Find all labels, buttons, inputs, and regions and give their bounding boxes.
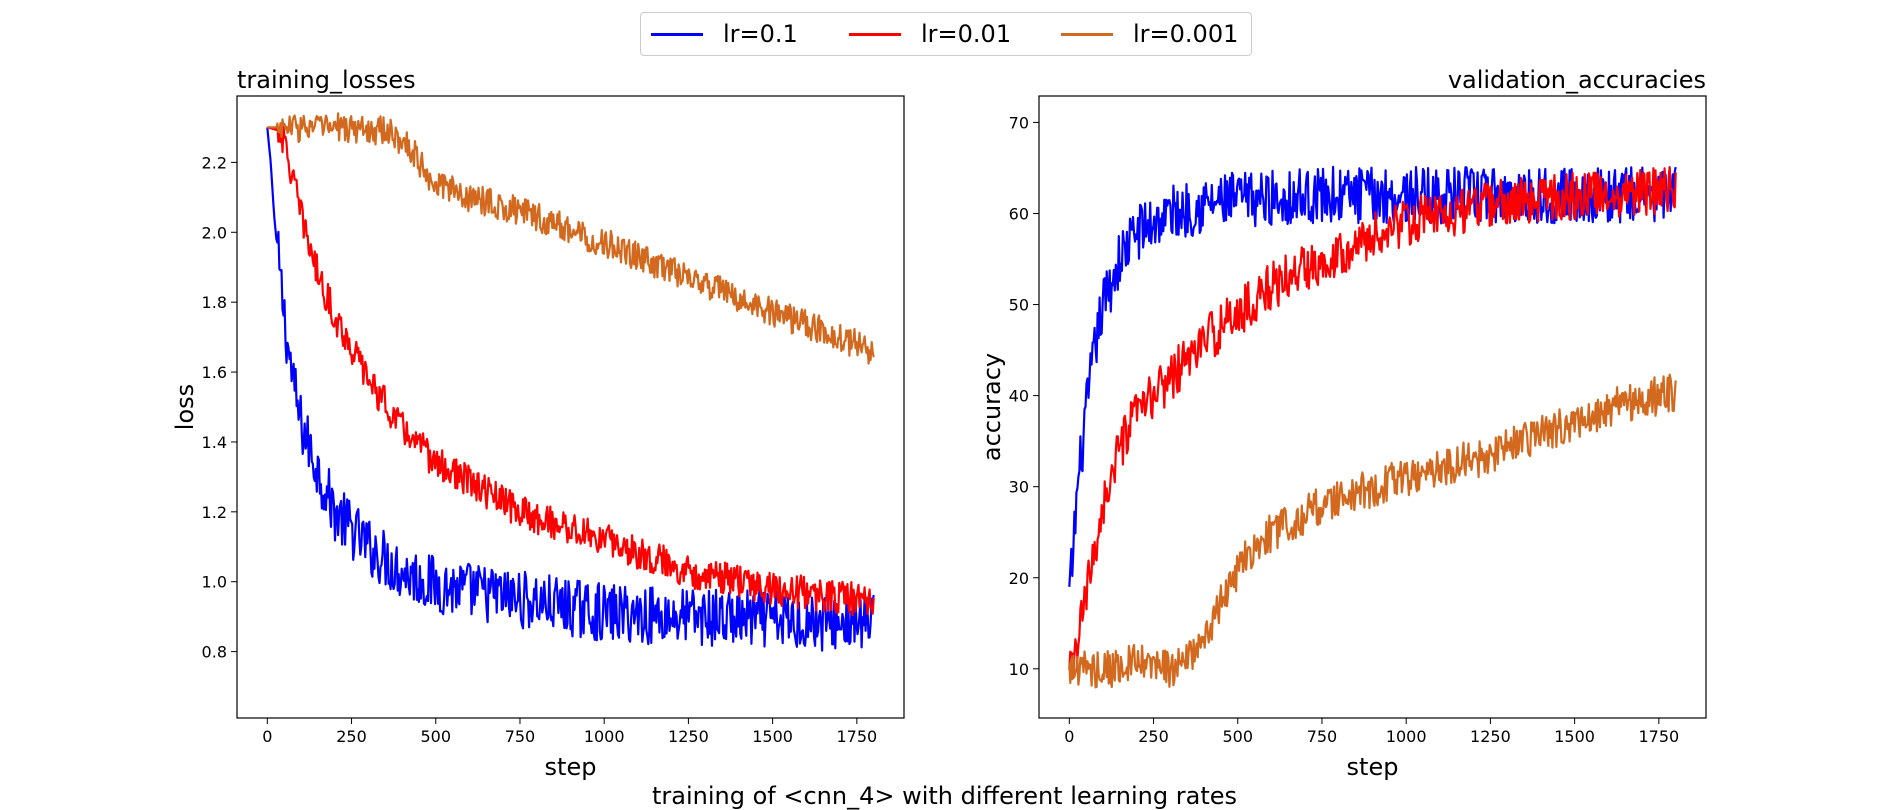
plot-frame (236, 95, 905, 719)
x-tick-label: 500 (420, 727, 451, 746)
x-tick-label: 1250 (668, 727, 709, 746)
x-tick-label: 1500 (1554, 727, 1595, 746)
y-tick-label: 2.0 (202, 223, 227, 242)
legend-item-lr-0-1: lr=0.1 (651, 22, 798, 46)
series-line-lr-0-001 (1068, 373, 1677, 689)
legend-swatch (1061, 32, 1113, 36)
series-line-lr-0-01 (266, 123, 875, 617)
x-tick-label: 750 (1307, 727, 1338, 746)
figure-suptitle: training of <cnn_4> with different learn… (652, 782, 1237, 810)
series-group (1068, 165, 1677, 689)
legend-item-lr-0-001: lr=0.001 (1061, 22, 1238, 46)
series-line-lr-0-01 (1068, 166, 1677, 679)
legend-swatch (651, 32, 703, 36)
y-tick-label: 0.8 (202, 643, 227, 662)
plot-frame (1038, 95, 1707, 719)
y-tick-label: 10 (1009, 660, 1029, 679)
series-line-lr-0-1 (266, 127, 875, 652)
x-tick-label: 250 (336, 727, 367, 746)
series-line-lr-0-001 (267, 112, 875, 365)
series-group (266, 112, 875, 652)
x-tick-label: 0 (1064, 727, 1074, 746)
x-axis-label: step (1347, 753, 1399, 781)
x-tick-label: 0 (262, 727, 272, 746)
y-tick-label: 20 (1009, 569, 1029, 588)
x-tick-label: 500 (1222, 727, 1253, 746)
y-tick-label: 70 (1009, 113, 1029, 132)
chart-title: training_losses (237, 66, 416, 94)
y-tick-label: 50 (1009, 296, 1029, 315)
series-line-lr-0-1 (1068, 165, 1677, 587)
y-tick-label: 1.4 (202, 433, 227, 452)
x-tick-label: 1000 (1386, 727, 1427, 746)
y-axis-label: loss (171, 384, 199, 430)
y-tick-label: 40 (1009, 387, 1029, 406)
legend-item-lr-0-01: lr=0.01 (849, 22, 1011, 46)
y-axis-label: accuracy (978, 353, 1006, 461)
legend-label: lr=0.001 (1133, 20, 1239, 48)
x-tick-label: 1250 (1470, 727, 1511, 746)
x-tick-label: 1750 (836, 727, 877, 746)
y-tick-label: 2.2 (202, 153, 227, 172)
legend-label: lr=0.1 (723, 20, 798, 48)
chart-title: validation_accuracies (1448, 66, 1706, 94)
x-axis-label: step (545, 753, 597, 781)
chart-0: 0 250 500 750 1000 1250 1500 1750 0.8 1.0 1.2 1.4 1.… (171, 66, 905, 781)
y-tick-label: 1.8 (202, 293, 227, 312)
y-tick-label: 1.0 (202, 573, 227, 592)
y-tick-label: 1.6 (202, 363, 227, 382)
y-tick-label: 1.2 (202, 503, 227, 522)
y-tick-label: 60 (1009, 204, 1029, 223)
chart-1: 0 250 500 750 1000 1250 1500 1750 10 20 30 40 50 60 70… (978, 66, 1707, 781)
legend: lr=0.1 lr=0.01 lr=0.001 (640, 12, 1252, 56)
x-tick-label: 1750 (1638, 727, 1679, 746)
x-tick-label: 250 (1138, 727, 1169, 746)
x-tick-label: 1000 (584, 727, 625, 746)
x-tick-label: 1500 (752, 727, 793, 746)
legend-swatch (849, 32, 901, 36)
y-tick-label: 30 (1009, 478, 1029, 497)
legend-label: lr=0.01 (921, 20, 1012, 48)
x-tick-label: 750 (505, 727, 536, 746)
